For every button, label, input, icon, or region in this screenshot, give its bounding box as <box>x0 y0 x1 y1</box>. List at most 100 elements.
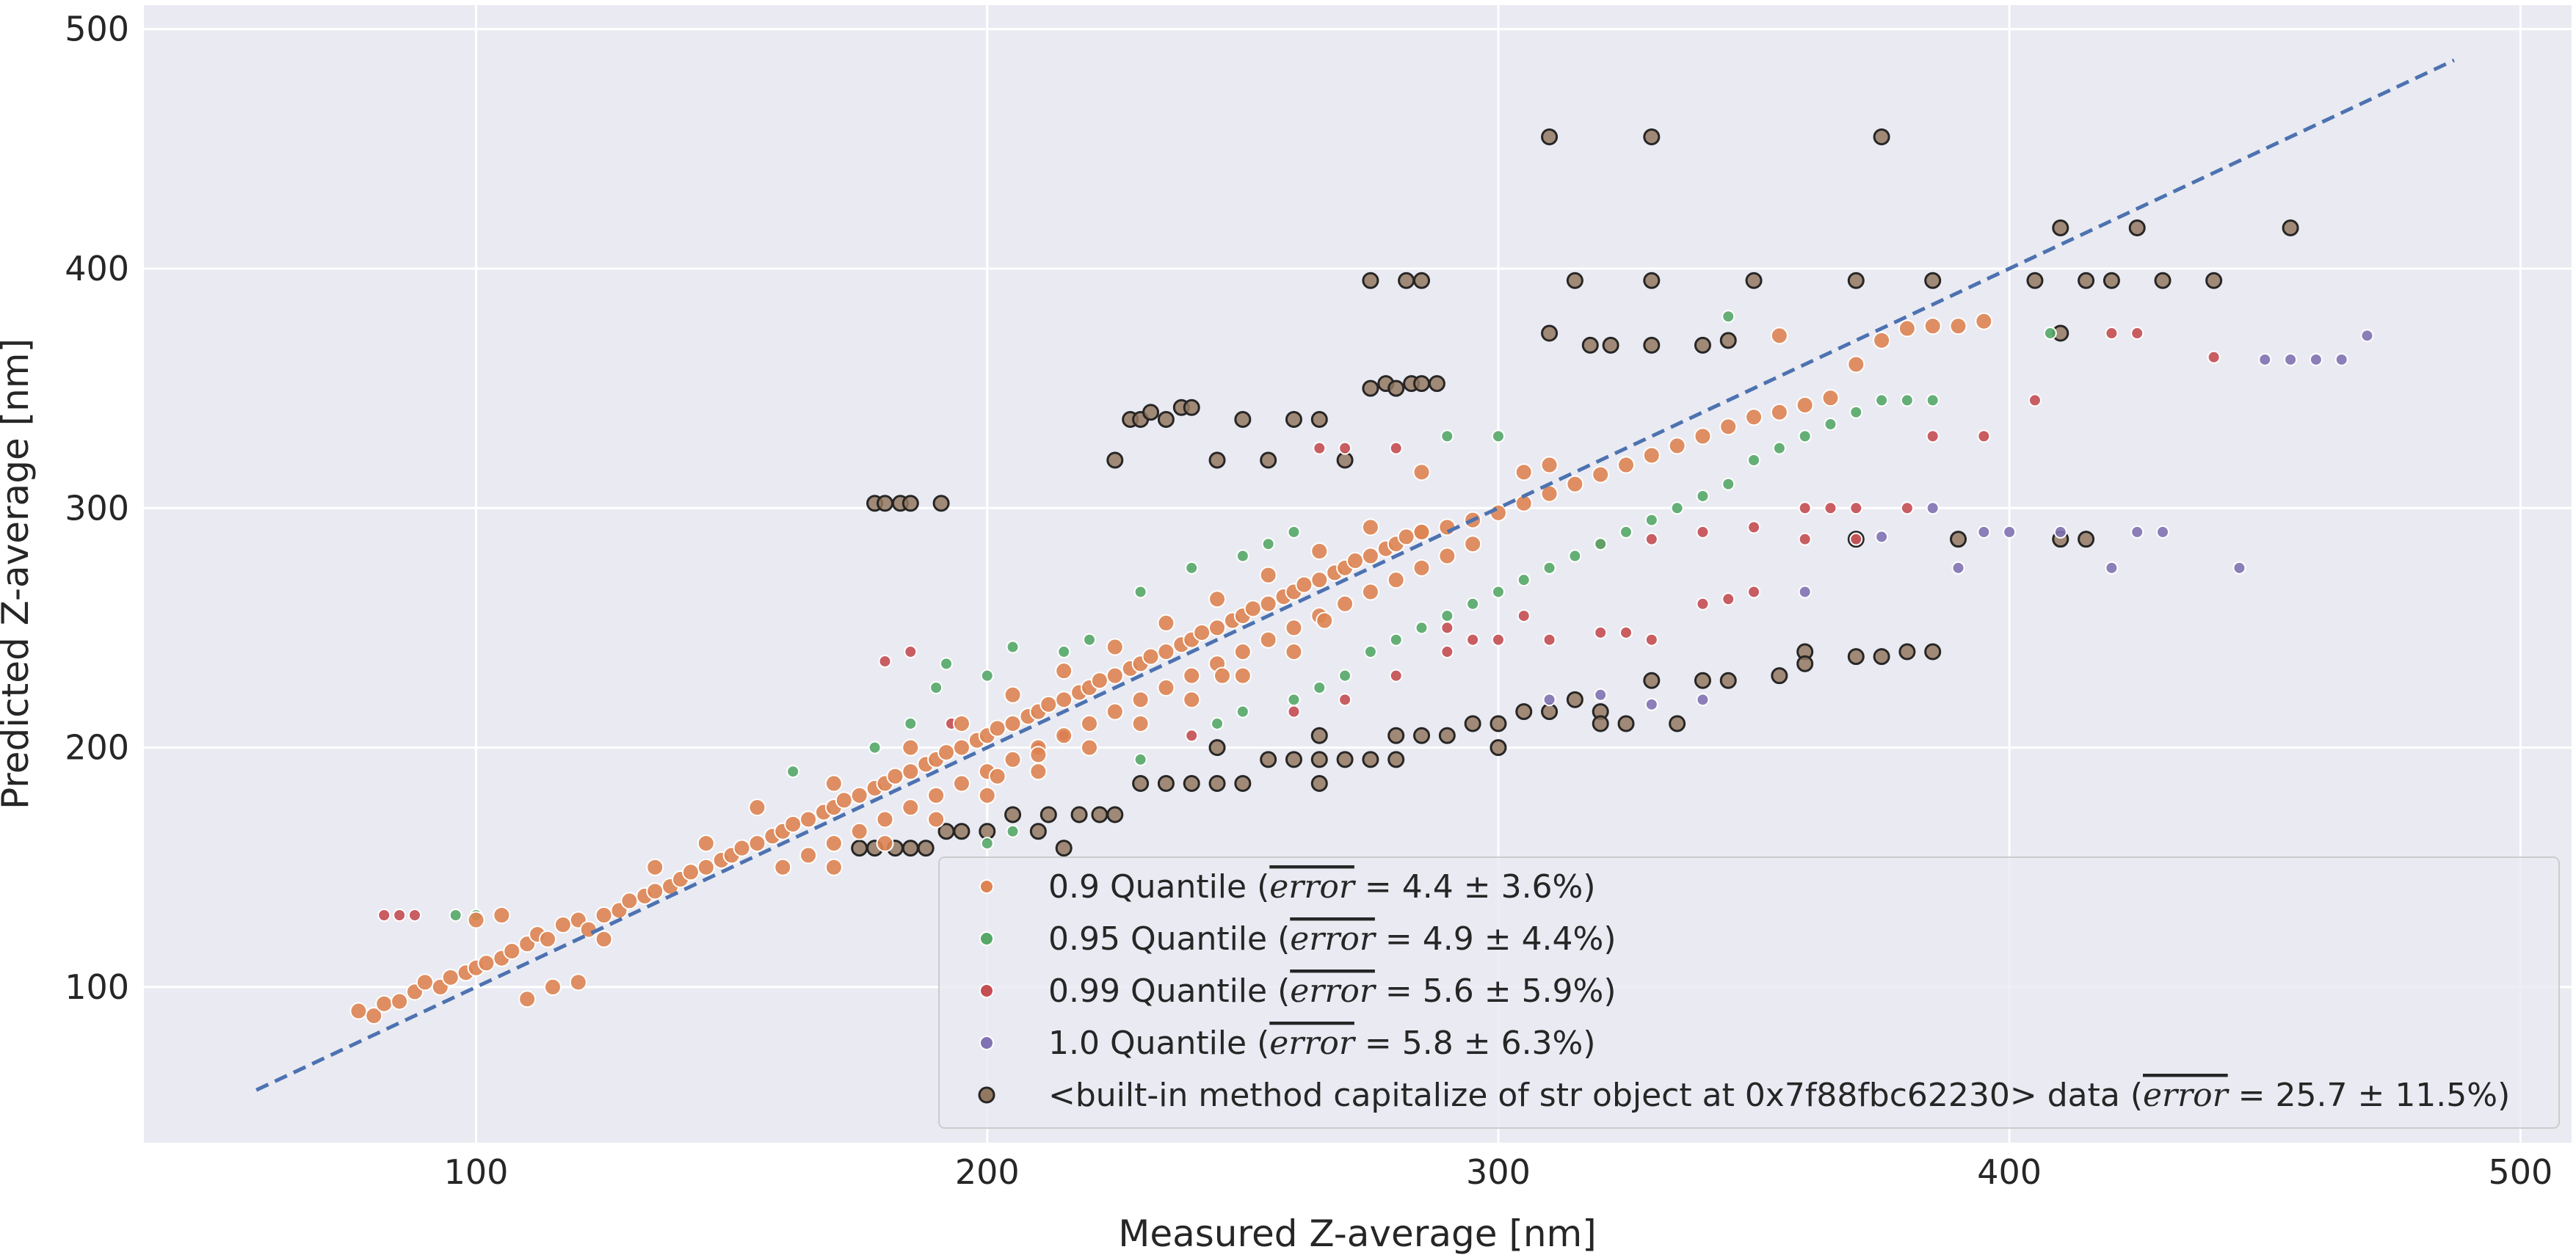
data-point <box>1873 331 1891 349</box>
data-point <box>1581 336 1599 354</box>
legend-plus-minus: ± <box>1454 1025 1501 1062</box>
data-point <box>1362 379 1379 397</box>
data-point <box>1004 806 1022 823</box>
data-point <box>1055 840 1073 857</box>
data-point <box>1517 609 1531 623</box>
data-point <box>2105 561 2119 575</box>
data-point <box>1040 695 1058 713</box>
data-point <box>799 846 818 865</box>
legend-series-name: 0.99 Quantile ( <box>1048 972 1290 1010</box>
legend-eq: = <box>1375 920 1423 958</box>
data-point <box>876 810 894 829</box>
data-point <box>1157 775 1175 793</box>
data-point <box>748 834 766 853</box>
data-point <box>1234 775 1252 793</box>
data-point <box>2078 272 2095 289</box>
data-point <box>595 906 613 924</box>
data-point <box>1594 625 1608 639</box>
data-point <box>1213 666 1232 685</box>
data-point <box>375 994 393 1013</box>
data-point <box>1847 272 1865 289</box>
data-point <box>940 657 954 671</box>
data-point <box>901 763 920 781</box>
legend-error-std: 5.9% <box>1522 972 1604 1010</box>
legend-close-paren: ) <box>1603 972 1616 1010</box>
legend-plus-minus: ± <box>1474 920 1522 958</box>
legend-error-mean: 25.7 <box>2276 1077 2348 1114</box>
data-point <box>1849 501 1863 515</box>
data-point <box>1336 594 1354 613</box>
data-point <box>391 992 409 1011</box>
data-point <box>1387 571 1405 589</box>
data-point <box>2309 352 2323 366</box>
legend-eq: = <box>1354 868 1402 906</box>
data-point <box>2156 525 2170 539</box>
data-point <box>377 909 391 922</box>
data-point <box>493 906 511 924</box>
data-point <box>1336 451 1354 469</box>
data-point <box>1770 327 1788 345</box>
data-point <box>1316 611 1334 630</box>
data-point <box>2282 219 2299 236</box>
data-point <box>978 786 996 804</box>
data-point <box>1670 501 1684 515</box>
data-point <box>886 767 904 785</box>
data-point <box>1747 585 1761 599</box>
data-point <box>1977 525 1991 539</box>
data-point <box>1313 681 1327 694</box>
data-point <box>1849 405 1863 419</box>
data-point <box>1798 532 1812 546</box>
data-point <box>901 799 920 817</box>
data-point <box>2130 525 2144 539</box>
data-point <box>1413 375 1431 393</box>
data-point <box>1389 633 1403 647</box>
data-point <box>1285 619 1303 637</box>
legend-entry: <built-in method capitalize of str objec… <box>1048 1077 2510 1114</box>
legend: 0.9 Quantile (error = 4.4 ± 3.6%) 0.95 Qu… <box>938 856 2560 1129</box>
legend-entry: 0.9 Quantile (error = 4.4 ± 3.6%) <box>1048 868 1596 906</box>
data-point <box>1798 501 1812 515</box>
data-point <box>2052 219 2069 236</box>
legend-eq: = <box>1375 972 1423 1010</box>
data-point <box>1926 393 1940 407</box>
data-point <box>1719 332 1737 349</box>
data-point <box>784 815 802 833</box>
data-point <box>1090 672 1109 690</box>
data-point <box>980 669 994 683</box>
data-point <box>952 774 970 793</box>
data-point <box>1338 669 1352 683</box>
series-3 <box>1542 329 2374 711</box>
data-point <box>979 823 996 840</box>
legend-plus-minus: ± <box>1454 868 1501 906</box>
data-point <box>1040 806 1057 823</box>
data-point <box>1131 714 1150 732</box>
data-point <box>1542 693 1556 707</box>
legend-marker <box>979 1036 994 1050</box>
data-point <box>1185 561 1199 575</box>
legend-error-symbol: error <box>1269 868 1357 906</box>
data-point <box>824 834 843 853</box>
legend-series-name: 0.95 Quantile ( <box>1048 920 1290 958</box>
data-point <box>1796 396 1814 414</box>
data-point <box>1287 693 1301 707</box>
data-point <box>1602 336 1619 354</box>
data-point <box>1412 463 1431 481</box>
data-point <box>1338 441 1352 455</box>
legend-entry: 0.95 Quantile (error = 4.9 ± 4.4%) <box>1048 920 1617 958</box>
data-point <box>901 840 919 857</box>
data-point <box>901 738 920 757</box>
legend-close-paren: ) <box>1583 1025 1595 1062</box>
data-point <box>1106 451 1124 469</box>
legend-close-paren: ) <box>1603 920 1616 958</box>
data-point <box>904 716 918 730</box>
data-point <box>543 978 562 996</box>
data-point <box>1696 489 1710 503</box>
data-point <box>1798 429 1812 443</box>
data-point <box>1923 317 1942 335</box>
data-point <box>1643 336 1661 354</box>
x-tick-labels: 100 200 300 400 500 <box>444 1152 2553 1192</box>
data-point <box>1363 645 1377 659</box>
data-point <box>904 645 918 659</box>
data-point <box>1004 714 1022 732</box>
data-point <box>2078 531 2095 548</box>
